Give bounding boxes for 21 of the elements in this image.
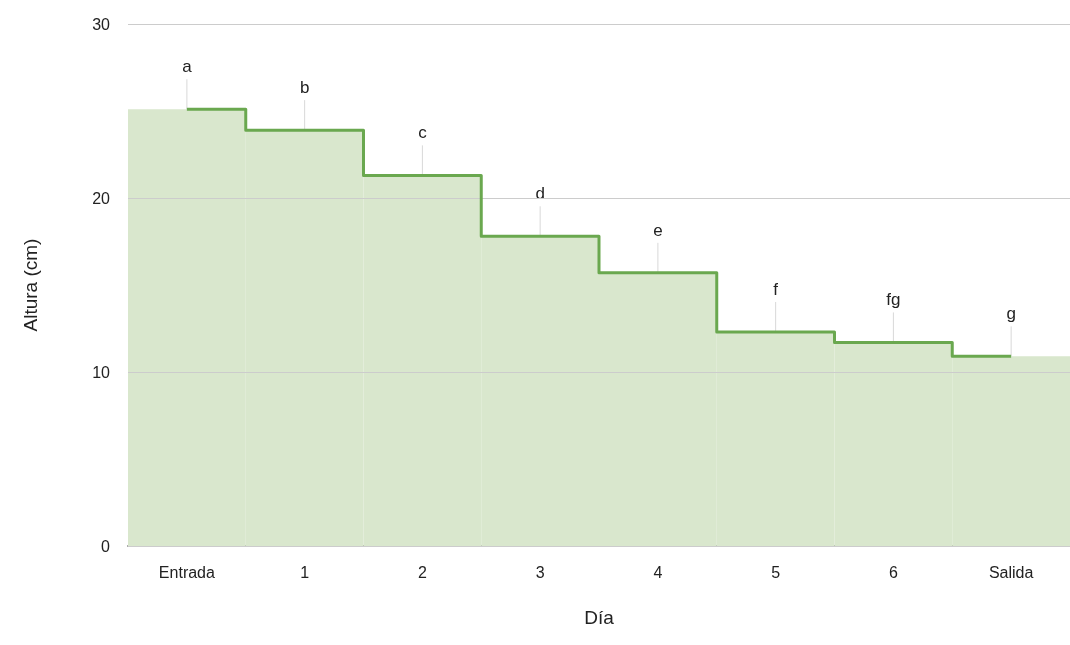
annotation: e	[653, 220, 663, 240]
x-tick-label: 6	[888, 563, 898, 581]
x-tick-label: 4	[653, 563, 663, 581]
x-tick-label: 3	[535, 563, 545, 581]
annotation: b	[299, 78, 310, 98]
annotation: g	[1006, 304, 1016, 324]
x-tick-label: 1	[300, 563, 310, 581]
x-tick-label: Salida	[988, 563, 1034, 581]
annotation: a	[182, 57, 193, 77]
x-axis-title: Día	[584, 607, 615, 628]
y-tick-label: 10	[92, 363, 111, 381]
x-tick-label: Entrada	[158, 563, 215, 581]
annotation: f	[773, 279, 779, 299]
y-tick-label: 20	[92, 189, 111, 207]
annotation: c	[418, 123, 428, 143]
y-axis-title: Altura (cm)	[20, 238, 41, 332]
x-tick-label: 5	[771, 563, 781, 581]
x-tick-label: 2	[417, 563, 427, 581]
y-tick-label: 0	[101, 537, 111, 555]
annotation: fg	[886, 290, 901, 310]
y-tick-label: 30	[92, 15, 111, 33]
